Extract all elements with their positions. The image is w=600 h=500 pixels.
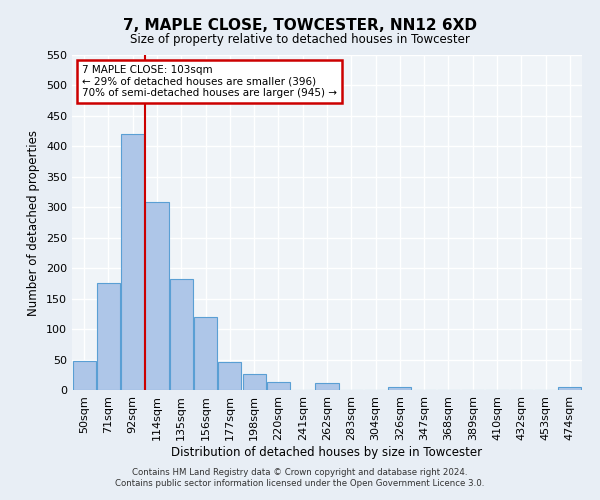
Bar: [194, 317, 217, 390]
Bar: [121, 134, 144, 390]
Text: 7, MAPLE CLOSE, TOWCESTER, NN12 6XD: 7, MAPLE CLOSE, TOWCESTER, NN12 6XD: [123, 18, 477, 32]
Bar: [170, 278, 193, 390]
Text: Contains HM Land Registry data © Crown copyright and database right 2024.
Contai: Contains HM Land Registry data © Crown c…: [115, 468, 485, 487]
Bar: [267, 382, 290, 390]
Text: Size of property relative to detached houses in Towcester: Size of property relative to detached ho…: [130, 32, 470, 46]
Bar: [97, 284, 120, 390]
Bar: [218, 362, 241, 390]
Y-axis label: Number of detached properties: Number of detached properties: [28, 130, 40, 316]
Bar: [242, 374, 266, 390]
Bar: [145, 202, 169, 390]
Bar: [388, 387, 412, 390]
Bar: [73, 362, 95, 390]
Text: 7 MAPLE CLOSE: 103sqm
← 29% of detached houses are smaller (396)
70% of semi-det: 7 MAPLE CLOSE: 103sqm ← 29% of detached …: [82, 65, 337, 98]
Bar: [559, 387, 581, 390]
X-axis label: Distribution of detached houses by size in Towcester: Distribution of detached houses by size …: [172, 446, 482, 458]
Bar: [316, 384, 338, 390]
